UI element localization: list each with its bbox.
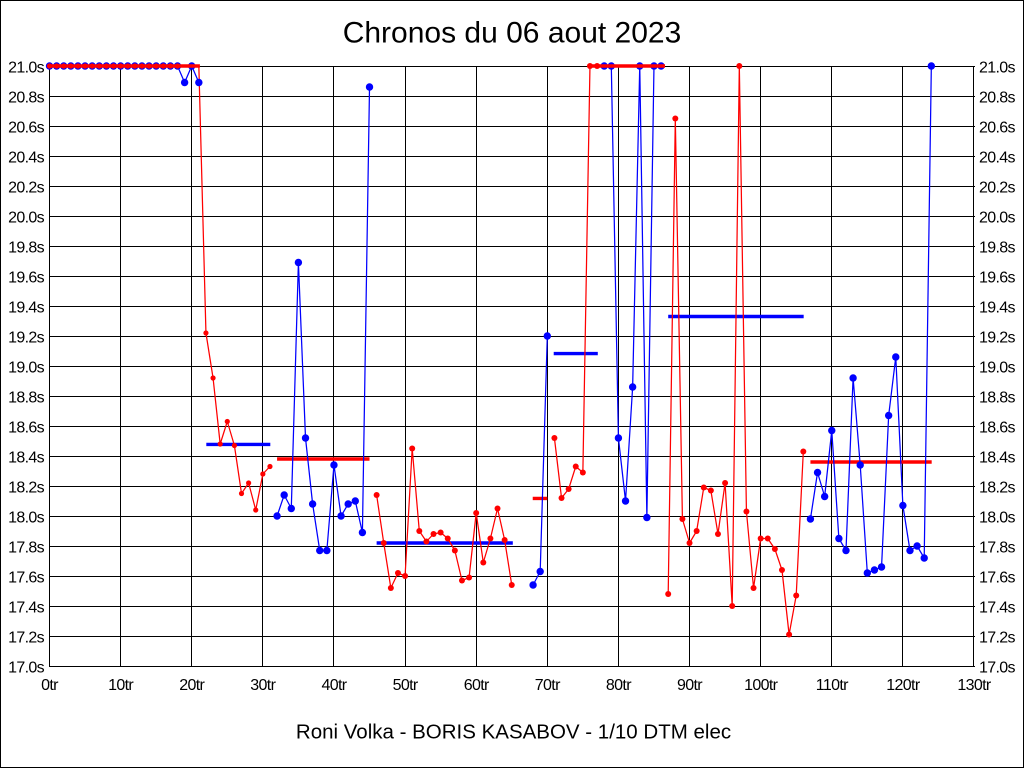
svg-text:21.0s: 21.0s — [979, 60, 1016, 77]
svg-text:17.6s: 17.6s — [8, 570, 45, 587]
svg-text:17.2s: 17.2s — [8, 630, 45, 647]
svg-text:60tr: 60tr — [464, 677, 490, 694]
svg-text:18.6s: 18.6s — [8, 420, 45, 437]
svg-text:18.0s: 18.0s — [8, 510, 45, 527]
svg-text:19.8s: 19.8s — [979, 240, 1016, 257]
svg-text:20.6s: 20.6s — [979, 120, 1016, 137]
svg-text:19.0s: 19.0s — [8, 360, 45, 377]
svg-text:70tr: 70tr — [535, 677, 561, 694]
svg-text:18.8s: 18.8s — [979, 390, 1016, 407]
svg-text:20.8s: 20.8s — [8, 90, 45, 107]
svg-text:17.8s: 17.8s — [979, 540, 1016, 557]
svg-text:Chronos du 06 aout 2023: Chronos du 06 aout 2023 — [343, 17, 682, 50]
svg-text:20.0s: 20.0s — [979, 210, 1016, 227]
svg-text:20.4s: 20.4s — [8, 150, 45, 167]
svg-text:17.0s: 17.0s — [8, 660, 45, 677]
svg-text:10tr: 10tr — [108, 677, 134, 694]
svg-text:80tr: 80tr — [606, 677, 632, 694]
svg-text:130tr: 130tr — [957, 677, 992, 694]
svg-text:18.4s: 18.4s — [8, 450, 45, 467]
svg-text:21.0s: 21.0s — [8, 60, 45, 77]
svg-text:17.0s: 17.0s — [979, 660, 1016, 677]
svg-text:Roni Volka - BORIS KASABOV - 1: Roni Volka - BORIS KASABOV - 1/10 DTM el… — [296, 721, 731, 744]
svg-text:19.4s: 19.4s — [8, 300, 45, 317]
svg-text:17.4s: 17.4s — [8, 600, 45, 617]
svg-text:17.6s: 17.6s — [979, 570, 1016, 587]
svg-text:18.6s: 18.6s — [979, 420, 1016, 437]
svg-text:20tr: 20tr — [179, 677, 205, 694]
svg-text:19.0s: 19.0s — [979, 360, 1016, 377]
svg-text:18.4s: 18.4s — [979, 450, 1016, 467]
svg-text:0tr: 0tr — [41, 677, 59, 694]
svg-text:19.2s: 19.2s — [979, 330, 1016, 347]
svg-text:19.6s: 19.6s — [979, 270, 1016, 287]
svg-text:17.4s: 17.4s — [979, 600, 1016, 617]
svg-text:18.2s: 18.2s — [8, 480, 45, 497]
svg-text:19.8s: 19.8s — [8, 240, 45, 257]
svg-text:18.8s: 18.8s — [8, 390, 45, 407]
svg-text:20.2s: 20.2s — [979, 180, 1016, 197]
svg-text:19.2s: 19.2s — [8, 330, 45, 347]
svg-text:50tr: 50tr — [393, 677, 419, 694]
svg-text:40tr: 40tr — [322, 677, 348, 694]
svg-text:120tr: 120tr — [886, 677, 921, 694]
svg-text:17.2s: 17.2s — [979, 630, 1016, 647]
svg-text:20.0s: 20.0s — [8, 210, 45, 227]
svg-text:20.4s: 20.4s — [979, 150, 1016, 167]
svg-text:17.8s: 17.8s — [8, 540, 45, 557]
svg-text:18.2s: 18.2s — [979, 480, 1016, 497]
svg-text:20.6s: 20.6s — [8, 120, 45, 137]
svg-text:18.0s: 18.0s — [979, 510, 1016, 527]
svg-text:19.4s: 19.4s — [979, 300, 1016, 317]
svg-text:90tr: 90tr — [677, 677, 703, 694]
svg-text:110tr: 110tr — [816, 677, 849, 694]
svg-text:20.8s: 20.8s — [979, 90, 1016, 107]
svg-text:20.2s: 20.2s — [8, 180, 45, 197]
svg-text:100tr: 100tr — [744, 677, 779, 694]
svg-text:19.6s: 19.6s — [8, 270, 45, 287]
svg-text:30tr: 30tr — [250, 677, 276, 694]
